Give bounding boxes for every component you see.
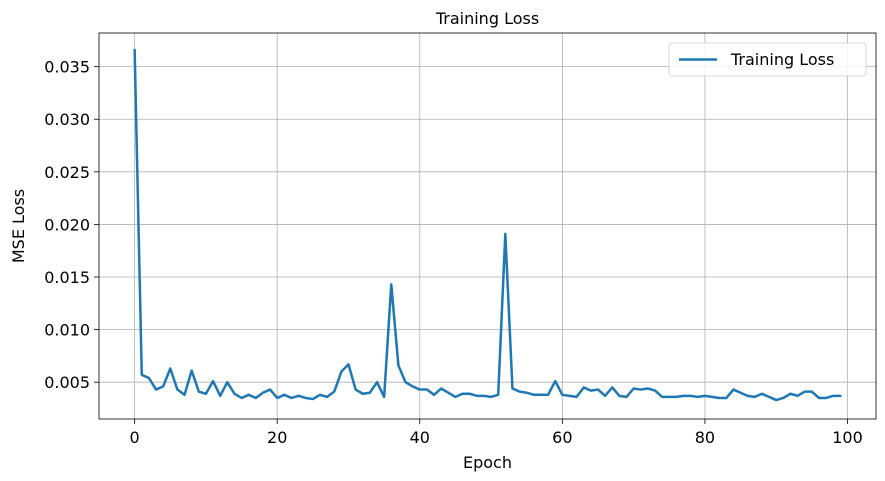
series-line-training-loss [133,48,842,402]
y-tick-label: 0.015 [44,268,90,287]
x-tick-label: 80 [695,428,715,447]
plot-frame [98,32,877,420]
y-tick-label: 0.005 [44,373,90,392]
y-tick-label: 0.025 [44,163,90,182]
x-tick-label: 0 [130,428,140,447]
x-tick-label: 40 [410,428,430,447]
legend-box [668,42,867,77]
chart-title: Training Loss [435,9,539,28]
y-tick-label: 0.035 [44,58,90,77]
y-axis-label: MSE Loss [9,189,28,263]
y-tick-label: 0.020 [44,215,90,234]
x-axis: 0 20 40 60 80 100 [130,419,863,447]
grid-lines [99,33,876,419]
legend: Training Loss [668,42,867,77]
series-layer [133,48,842,402]
x-tick-label: 20 [267,428,287,447]
y-tick-label: 0.030 [44,110,90,129]
y-tick-label: 0.010 [44,321,90,340]
x-tick-label: 100 [832,428,863,447]
x-axis-label: Epoch [463,453,512,472]
legend-label: Training Loss [730,50,834,69]
x-tick-label: 60 [552,428,572,447]
plot-area-background [99,33,876,419]
y-axis: 0.005 0.010 0.015 0.020 0.025 0.030 0.035 [44,58,99,392]
